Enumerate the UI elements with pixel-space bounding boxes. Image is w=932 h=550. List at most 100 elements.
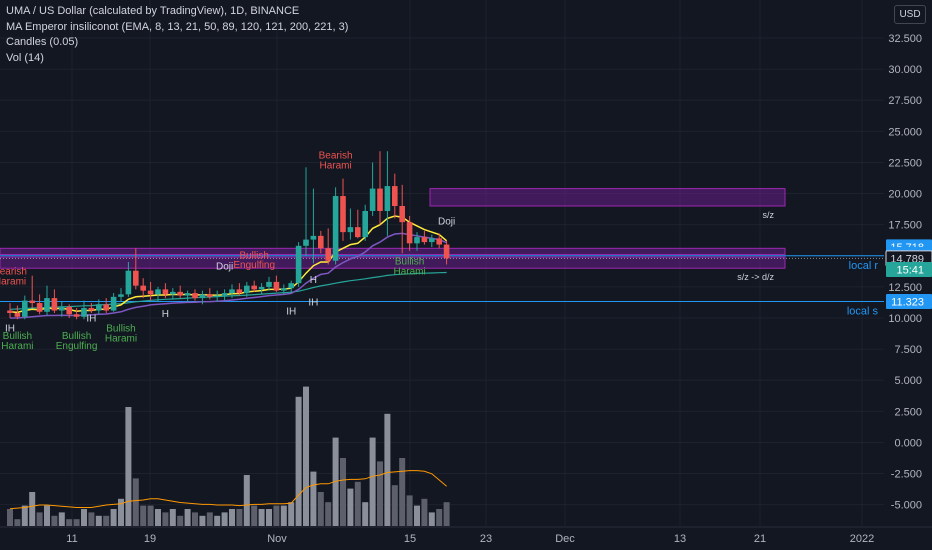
legend-vol[interactable]: Vol (14)	[6, 51, 44, 64]
volume-bar	[436, 509, 443, 526]
price-tick-label: 0.000	[894, 437, 922, 449]
candle-body	[377, 188, 383, 211]
price-tick-label: 27.500	[888, 95, 922, 107]
candle-body	[66, 306, 72, 315]
volume-bar	[236, 509, 243, 526]
zone-label: s/z	[762, 210, 774, 220]
candle-body	[36, 303, 43, 312]
candle-body	[155, 289, 161, 295]
time-axis: 11 19 Nov 15 23 Dec 13 21 2022	[0, 526, 932, 545]
volume-bar	[214, 515, 221, 526]
candle-body	[177, 291, 183, 296]
candle-body	[192, 293, 198, 299]
volume-bar	[118, 498, 124, 526]
volume-bar	[147, 505, 154, 526]
pattern-annotation: Bullish	[62, 331, 91, 342]
candle-body	[221, 293, 228, 296]
candle-body	[251, 285, 257, 290]
candle-body	[429, 238, 435, 243]
volume-bar	[391, 485, 398, 526]
volume-bar	[273, 505, 280, 526]
candle-body	[281, 288, 287, 291]
candle-body	[199, 294, 206, 299]
candle-body	[170, 291, 176, 295]
volume-bar	[310, 471, 317, 526]
currency-button[interactable]: USD	[894, 5, 926, 24]
legend-candles[interactable]: Candles (0.05)	[6, 36, 79, 48]
volume-bar	[377, 461, 383, 526]
volume-bar	[177, 515, 184, 526]
candle-body	[258, 286, 265, 290]
candle-body	[147, 290, 154, 295]
candle-body	[81, 308, 87, 317]
candle-body	[44, 298, 50, 312]
candle-body	[421, 237, 428, 243]
volume-ma-line	[9, 470, 447, 510]
volume-bar	[184, 509, 191, 526]
candle-body	[14, 313, 21, 317]
candle-body	[59, 306, 65, 311]
volume-bar	[58, 512, 65, 526]
volume-bar	[199, 515, 206, 526]
candle-body	[236, 289, 243, 294]
pattern-annotation: IH	[86, 314, 96, 325]
candle-body	[303, 239, 309, 246]
candle-body	[436, 238, 442, 245]
price-tick-label: 20.000	[888, 189, 922, 201]
time-tick-label: 13	[674, 533, 686, 545]
price-tick-label: 32.500	[888, 33, 922, 45]
candle-body	[7, 310, 13, 314]
volume-bar	[221, 512, 228, 526]
candle-body	[103, 304, 109, 311]
time-tick-label: 21	[754, 533, 766, 545]
volume-bar	[44, 505, 50, 526]
volume-bar	[384, 413, 391, 526]
volume-bar	[125, 407, 132, 526]
legend-title[interactable]: UMA / US Dollar (calculated by TradingVi…	[6, 5, 300, 17]
pattern-annotation: IH	[286, 306, 296, 317]
price-label: 11.323	[891, 297, 924, 309]
volume-bar	[162, 512, 169, 526]
candle-body	[133, 270, 139, 286]
volume-bar	[354, 481, 361, 526]
price-label-box	[886, 294, 932, 310]
pattern-annotation: IH	[5, 324, 15, 335]
pattern-annotation: Harami	[393, 266, 425, 277]
volume-bar	[192, 512, 198, 526]
volume-bar	[340, 458, 346, 526]
volume-bar	[229, 509, 235, 526]
candle-body	[125, 270, 132, 295]
pattern-annotation: Doji	[216, 261, 233, 272]
volume-bar	[7, 509, 13, 526]
volume-bar	[66, 519, 73, 526]
candle-body	[332, 196, 339, 261]
price-axis: 32.500 30.000 27.500 25.000 22.500 20.000 17.5…	[885, 33, 932, 512]
candle-body	[399, 206, 405, 223]
candle-body	[384, 186, 391, 211]
candle-body	[207, 294, 213, 297]
volume-bar	[206, 512, 213, 526]
volume-bar	[81, 509, 87, 526]
candle-body	[51, 298, 58, 311]
volume-bar	[103, 515, 110, 526]
pattern-annotation: Bullish	[106, 324, 135, 335]
candle-body	[340, 196, 346, 233]
pattern-annotation: H	[162, 309, 169, 320]
pattern-annotation: Harami	[0, 276, 26, 287]
candle-body	[229, 289, 235, 294]
volume-bar	[132, 478, 139, 526]
candle-body	[288, 283, 294, 289]
candle-body	[406, 222, 413, 244]
candle-body	[310, 235, 317, 240]
pattern-annotation: Bearish	[319, 151, 353, 162]
volume-bar	[443, 502, 450, 526]
volume-bar	[258, 509, 265, 526]
candle-body	[244, 285, 250, 294]
pattern-annotation: Engulfing	[233, 260, 275, 271]
legend-ma[interactable]: MA Emperor insiliconot (EMA, 8, 13, 21, …	[6, 20, 349, 33]
pattern-annotation: Harami	[319, 161, 351, 172]
candle-body	[29, 300, 35, 304]
time-tick-label: 23	[480, 533, 492, 545]
volume-bar	[303, 386, 309, 526]
